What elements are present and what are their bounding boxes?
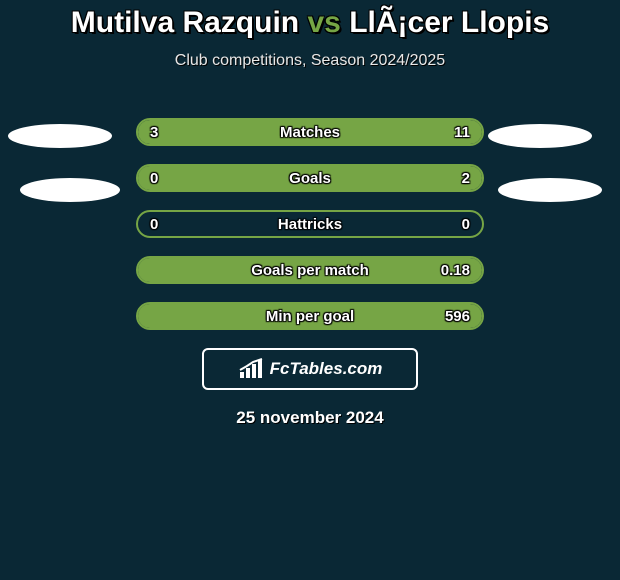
left-team-logo-2: [20, 178, 120, 202]
brand-label: FcTables.com: [270, 359, 383, 379]
stat-row: Goals0 2: [136, 164, 484, 192]
stat-row: Goals per match0.18: [136, 256, 484, 284]
stat-value-right: 0: [462, 212, 470, 236]
stat-label: Goals per match: [138, 258, 482, 282]
brand-badge[interactable]: FcTables.com: [202, 348, 418, 390]
stat-value-left: 0: [150, 212, 158, 236]
vs-label: vs: [307, 6, 340, 39]
right-team-logo-1: [488, 124, 592, 148]
stat-value-right: 596: [445, 304, 470, 328]
bar-chart-icon: [238, 358, 264, 380]
player2-name: LlÃ¡cer Llopis: [349, 6, 549, 39]
stat-label: Matches: [138, 120, 482, 144]
player1-name: Mutilva Razquin: [71, 6, 299, 39]
subtitle: Club competitions, Season 2024/2025: [0, 52, 620, 70]
stat-value-right: 2: [462, 166, 470, 190]
stat-value-left: 0: [150, 166, 158, 190]
right-team-logo-2: [498, 178, 602, 202]
stat-row: Hattricks0 0: [136, 210, 484, 238]
stat-value-right: 11: [454, 120, 470, 144]
stat-value-right: 0.18: [441, 258, 470, 282]
date-label: 25 november 2024: [0, 408, 620, 428]
left-team-logo-1: [8, 124, 112, 148]
stat-label: Min per goal: [138, 304, 482, 328]
page-title: Mutilva Razquin vs LlÃ¡cer Llopis: [0, 0, 620, 40]
stat-row: Min per goal596: [136, 302, 484, 330]
stat-value-left: 3: [150, 120, 158, 144]
stat-label: Goals: [138, 166, 482, 190]
stat-label: Hattricks: [138, 212, 482, 236]
comparison-bars: Matches311Goals02Hattricks00Goals per ma…: [136, 118, 484, 330]
stat-row: Matches3 11: [136, 118, 484, 146]
